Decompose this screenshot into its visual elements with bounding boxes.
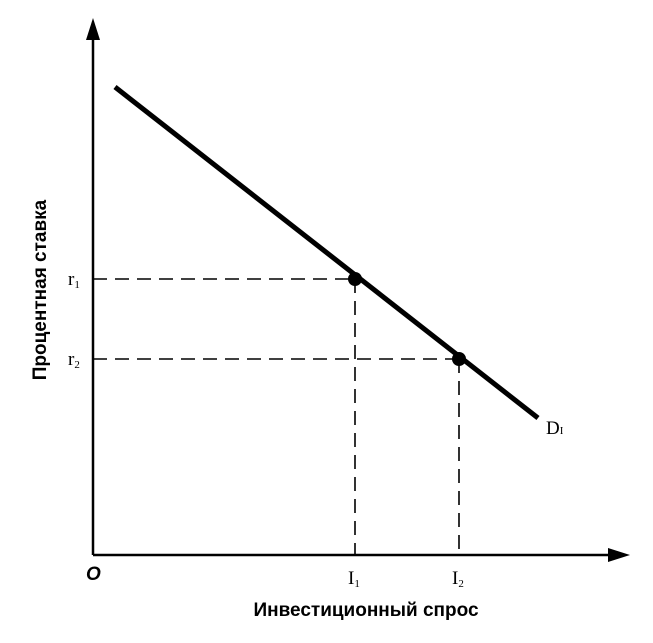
demand-curve — [113, 85, 540, 420]
origin-label: O — [86, 564, 101, 585]
y-axis-title: Процентная ставка — [30, 199, 51, 380]
guide-1 — [93, 278, 356, 555]
point-1 — [348, 272, 362, 286]
guide-2 — [93, 358, 460, 555]
y-arrow — [86, 18, 100, 40]
x-axis-title: Инвестиционный спрос — [253, 600, 479, 621]
point-2 — [452, 352, 466, 366]
r1-label: r1 — [68, 269, 80, 291]
x-arrow — [608, 548, 630, 562]
curve-label: DI — [546, 418, 564, 439]
r2-label: r2 — [68, 349, 80, 371]
i2-label: I2 — [452, 568, 464, 590]
i1-label: I1 — [348, 568, 360, 590]
